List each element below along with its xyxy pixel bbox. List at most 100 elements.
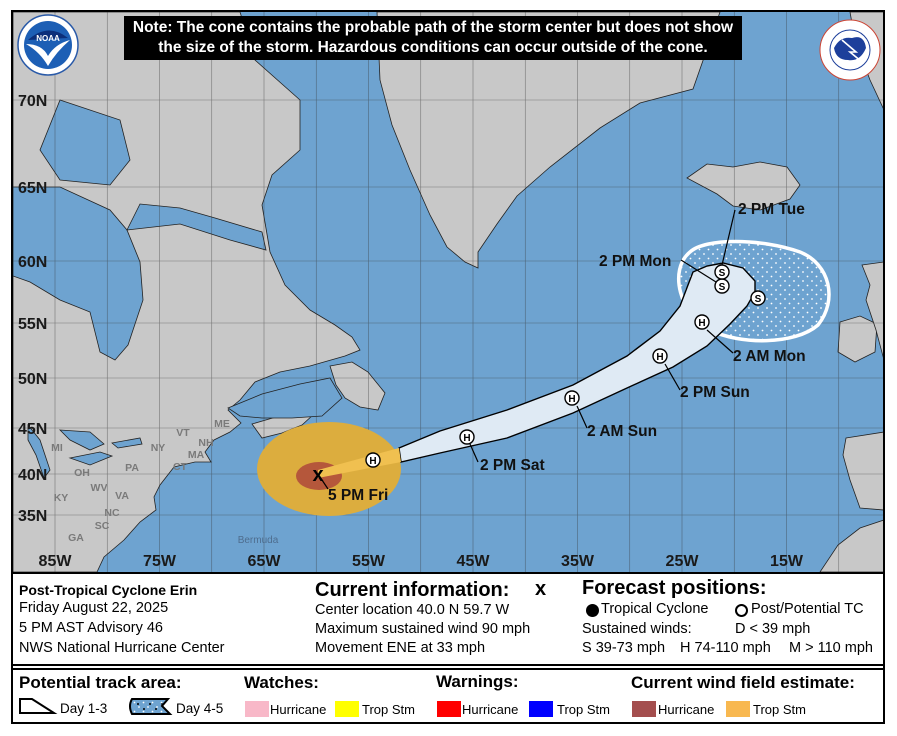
latitude-label: 50N (18, 371, 47, 388)
forecast-time-label: 2 PM Sun (680, 384, 750, 401)
trop-storm-warning-label: Trop Stm (557, 702, 610, 717)
noaa-logo: NOAA (17, 14, 79, 76)
leader-line (680, 259, 717, 283)
state-label: ME (214, 418, 230, 430)
state-label: NH (198, 437, 213, 449)
day-1-3-icon (19, 698, 58, 714)
leader-line (721, 209, 736, 266)
iceland (686, 161, 801, 211)
forecast-time-label: 2 AM Sun (587, 423, 657, 440)
longitude-label: 35W (561, 553, 595, 570)
state-label: KY (54, 492, 69, 504)
current-time-label: 5 PM Fri (328, 487, 388, 504)
trop-storm-wind-label: Trop Stm (753, 702, 806, 717)
note-line-1: Note: The cone contains the probable pat… (132, 19, 734, 36)
intensity-letter: S (719, 282, 726, 293)
center-location: Center location 40.0 N 59.7 W (315, 602, 510, 618)
forecast-time-label: 2 AM Mon (733, 348, 806, 365)
forecast-point-circle (714, 264, 730, 280)
advisory-date: Friday August 22, 2025 (19, 600, 169, 616)
state-label: MA (188, 449, 205, 461)
cone-near-term-band (318, 448, 401, 478)
state-label: OH (74, 467, 90, 479)
forecast-positions-title: Forecast positions: (582, 577, 767, 599)
day-4-5-label: Day 4-5 (176, 701, 224, 716)
forecast-point-marker: H (365, 452, 381, 468)
intensity-letter: H (568, 394, 575, 405)
bermuda-label: Bermuda (238, 535, 279, 546)
state-label: VA (115, 490, 129, 502)
forecast-point-circle (750, 290, 766, 306)
latitude-label: 60N (18, 254, 47, 271)
note-line-2: the size of the storm. Hazardous conditi… (158, 39, 708, 56)
major-range: M > 110 mph (789, 640, 873, 656)
hurricane-watch-swatch (245, 701, 269, 717)
wind-field-title: Current wind field estimate: (631, 673, 855, 692)
gulf-of-st-lawrence (227, 377, 343, 419)
state-label: SC (95, 520, 110, 532)
hurricane-wind-swatch (632, 701, 656, 717)
hurricane-warning-label: Hurricane (462, 702, 519, 717)
watches-title: Watches: (244, 673, 319, 692)
track-area-title: Potential track area: (19, 673, 182, 692)
forecast-point-marker: H (459, 429, 475, 445)
great-britain (861, 261, 883, 358)
storm-range: S 39-73 mph (582, 640, 666, 656)
issuing-center: NWS National Hurricane Center (19, 640, 225, 656)
longitude-label: 65W (248, 553, 282, 570)
iberia (842, 431, 883, 511)
latitude-label: 55N (18, 316, 47, 333)
leader-line (469, 443, 479, 463)
ireland (837, 315, 878, 363)
forecast-point-circle (365, 452, 381, 468)
longitude-label: 85W (39, 553, 73, 570)
forecast-point-circle (652, 348, 668, 364)
leader-line (706, 329, 734, 354)
tropical-cyclone-dot-icon (586, 604, 599, 617)
forecast-time-label: 2 PM Sat (480, 457, 545, 474)
longitude-label: 75W (143, 553, 177, 570)
trop-storm-watch-swatch (335, 701, 359, 717)
leader-line (576, 405, 588, 429)
intensity-letter: S (719, 268, 726, 279)
hurricane-range: H 74-110 mph (680, 640, 771, 656)
intensity-letter: H (698, 318, 705, 329)
forecast-labels: 2 PM Sat 2 AM Sun 2 PM Sun 2 AM Mon 2 PM Mon… (328, 201, 806, 504)
state-label: MI (51, 442, 63, 454)
forecast-point-circle (694, 314, 710, 330)
longitude-label: 15W (770, 553, 804, 570)
advisory-number: 5 PM AST Advisory 46 (19, 620, 163, 636)
longitude-label: 25W (666, 553, 700, 570)
longitude-label: 45W (457, 553, 491, 570)
forecast-point-circle (459, 429, 475, 445)
latitude-label: 40N (18, 467, 47, 484)
state-label: VT (176, 427, 190, 439)
forecast-point-marker: S (750, 290, 766, 306)
great-lakes (27, 423, 143, 479)
intensity-letter: H (656, 352, 663, 363)
state-label: WV (91, 482, 108, 494)
latitude-label: 70N (18, 93, 47, 110)
nws-logo (819, 19, 881, 81)
storm-name: Post-Tropical Cyclone Erin (19, 582, 198, 598)
sustained-winds-label: Sustained winds: (582, 621, 692, 637)
day-1-3-label: Day 1-3 (60, 701, 108, 716)
storm-info-panel: Post-Tropical Cyclone Erin Friday August… (11, 572, 885, 666)
state-label: CT (173, 461, 188, 473)
state-label: NY (151, 442, 166, 454)
state-label: NC (104, 507, 120, 519)
intensity-letter: S (755, 294, 762, 305)
state-label: GA (68, 532, 84, 544)
hurricane-wind-label: Hurricane (658, 702, 715, 717)
forecast-point-marker: S (714, 264, 730, 280)
warnings-title: Warnings: (436, 672, 519, 691)
post-tropical-circle-icon (735, 604, 748, 617)
label-leader-lines (317, 209, 736, 490)
post-tropical-label: Post/Potential TC (751, 601, 864, 617)
forecast-time-label: 2 PM Mon (599, 253, 671, 270)
forecast-point-marker: H (652, 348, 668, 364)
day-4-5-icon (129, 698, 173, 715)
leader-line (664, 363, 681, 391)
